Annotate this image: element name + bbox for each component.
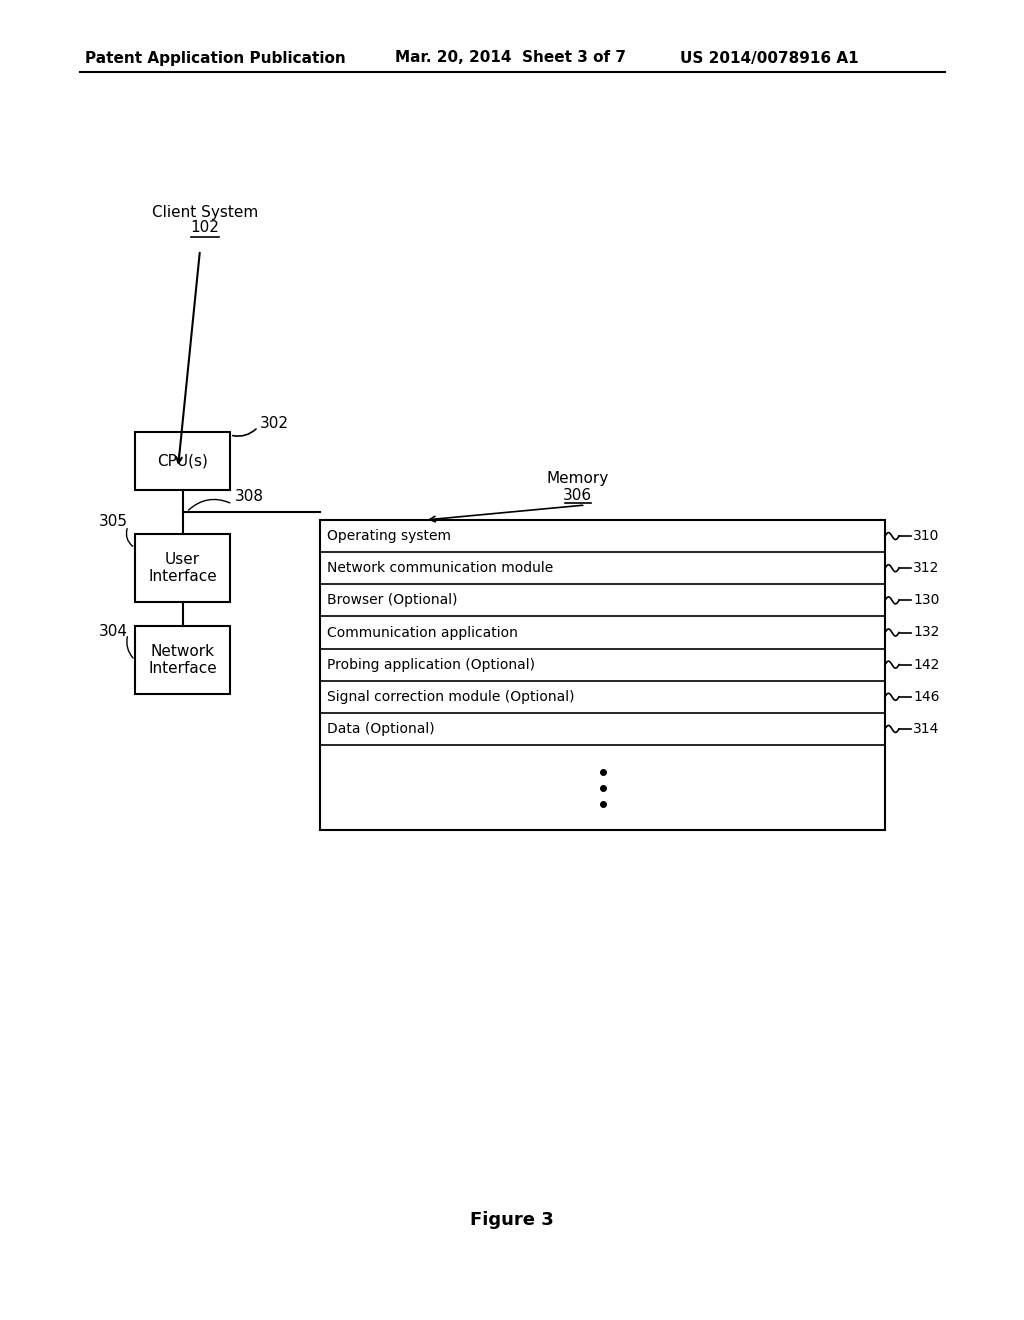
Text: 146: 146 (913, 690, 939, 704)
Text: 102: 102 (190, 220, 219, 235)
Text: 302: 302 (260, 417, 289, 432)
Text: 130: 130 (913, 594, 939, 607)
Text: Network
Interface: Network Interface (148, 644, 217, 676)
Text: 132: 132 (913, 626, 939, 639)
Text: Patent Application Publication: Patent Application Publication (85, 50, 346, 66)
Text: 314: 314 (913, 722, 939, 737)
Text: 308: 308 (234, 488, 263, 504)
Text: Operating system: Operating system (327, 529, 451, 543)
Text: CPU(s): CPU(s) (157, 454, 208, 469)
Text: Probing application (Optional): Probing application (Optional) (327, 657, 535, 672)
Text: Network communication module: Network communication module (327, 561, 553, 576)
Text: Memory: Memory (547, 470, 608, 486)
Text: 310: 310 (913, 529, 939, 543)
Bar (135, 626, 230, 694)
Text: Communication application: Communication application (327, 626, 518, 639)
Bar (319, 520, 885, 830)
Text: Data (Optional): Data (Optional) (327, 722, 434, 737)
Text: Client System: Client System (152, 205, 258, 219)
Text: Figure 3: Figure 3 (470, 1210, 554, 1229)
Text: US 2014/0078916 A1: US 2014/0078916 A1 (680, 50, 859, 66)
Bar (135, 432, 230, 490)
Text: Browser (Optional): Browser (Optional) (327, 594, 458, 607)
Text: Mar. 20, 2014  Sheet 3 of 7: Mar. 20, 2014 Sheet 3 of 7 (395, 50, 626, 66)
Bar (135, 535, 230, 602)
Text: 304: 304 (99, 623, 128, 639)
Text: 306: 306 (563, 487, 592, 503)
Text: Signal correction module (Optional): Signal correction module (Optional) (327, 690, 574, 704)
Text: 142: 142 (913, 657, 939, 672)
Text: 312: 312 (913, 561, 939, 576)
Text: 305: 305 (99, 515, 128, 529)
Text: User
Interface: User Interface (148, 552, 217, 585)
